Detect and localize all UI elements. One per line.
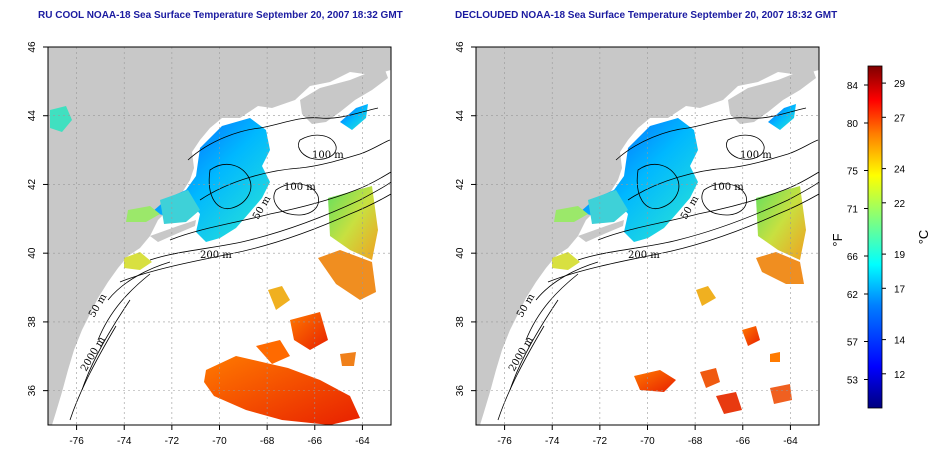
fahrenheit-tick-label: 80 xyxy=(847,119,859,130)
isobaths-left xyxy=(69,107,391,421)
celsius-tick-label: 24 xyxy=(894,165,906,176)
lat-tick-label: 42 xyxy=(27,178,38,190)
left-map-panel: 100 m 100 m 50 m 200 m 50 m 2000 m -76 -7… xyxy=(27,41,392,447)
lat-tick-label: 42 xyxy=(455,178,466,190)
fahrenheit-tick-label: 84 xyxy=(847,81,859,92)
lat-tick-label: 46 xyxy=(27,41,38,53)
lon-tick-label: -74 xyxy=(545,436,560,447)
lat-tick-label: 36 xyxy=(27,385,38,397)
lat-tick-label: 40 xyxy=(455,247,466,259)
celsius-tick-label: 22 xyxy=(894,199,906,210)
lon-tick-label: -76 xyxy=(497,436,512,447)
left-map-title: RU COOL NOAA-18 Sea Surface Temperature … xyxy=(38,10,403,21)
lon-tick-label: -66 xyxy=(736,436,751,447)
fahrenheit-tick-label: 71 xyxy=(847,205,859,216)
lat-tick-label: 38 xyxy=(27,316,38,328)
right-map-title: DECLOUDED NOAA-18 Sea Surface Temperatur… xyxy=(455,10,838,21)
long-island xyxy=(150,220,196,242)
long-island xyxy=(578,220,624,242)
isobaths-right xyxy=(497,107,819,421)
fahrenheit-tick-label: 62 xyxy=(847,290,859,301)
svg-text:100 m: 100 m xyxy=(284,182,316,193)
fahrenheit-tick-label: 75 xyxy=(847,167,859,178)
celsius-tick-label: 19 xyxy=(894,250,906,261)
lat-tick-label: 38 xyxy=(455,316,466,328)
lon-tick-label: -76 xyxy=(69,436,84,447)
lon-tick-label: -70 xyxy=(212,436,227,447)
fahrenheit-tick-label: 53 xyxy=(847,376,859,387)
right-map-panel: 100 m 100 m 50 m 200 m 50 m 2000 m -76 -7… xyxy=(455,41,820,447)
sst-data-patches-right xyxy=(552,104,806,414)
celsius-tick-label: 17 xyxy=(894,284,906,295)
lon-tick-label: -64 xyxy=(783,436,798,447)
lon-tick-label: -74 xyxy=(117,436,132,447)
svg-text:200 m: 200 m xyxy=(200,250,232,261)
celsius-tick-label: 14 xyxy=(894,336,906,347)
graticule-left xyxy=(48,46,391,425)
land-mass xyxy=(476,47,819,425)
fahrenheit-unit-label: °F xyxy=(830,233,845,246)
svg-text:100 m: 100 m xyxy=(740,150,772,161)
svg-text:100 m: 100 m xyxy=(312,150,344,161)
axis-ticks-left: -76 -74 -72 -70 -68 -66 -64 36 38 40 42 44 46 xyxy=(27,41,370,447)
fahrenheit-tick-label: 57 xyxy=(847,338,859,349)
svg-text:100 m: 100 m xyxy=(712,182,744,193)
lon-tick-label: -72 xyxy=(165,436,180,447)
lon-tick-label: -68 xyxy=(688,436,703,447)
svg-text:200 m: 200 m xyxy=(628,250,660,261)
lon-tick-label: -68 xyxy=(260,436,275,447)
fahrenheit-tick-label: 66 xyxy=(847,252,859,263)
lat-tick-label: 44 xyxy=(455,110,466,122)
lon-tick-label: -64 xyxy=(355,436,370,447)
nova-scotia xyxy=(728,70,816,124)
lat-tick-label: 40 xyxy=(27,247,38,259)
nova-scotia xyxy=(300,70,388,124)
land-mass xyxy=(48,47,391,425)
temperature-colorbar: 29 27 24 22 19 17 14 12 84 80 75 71 66 62 57 53 °F °C xyxy=(830,65,931,409)
lon-tick-label: -72 xyxy=(593,436,608,447)
celsius-tick-label: 29 xyxy=(894,79,906,90)
sst-data-patches-left xyxy=(50,104,378,425)
lat-tick-label: 44 xyxy=(27,110,38,122)
lat-tick-label: 36 xyxy=(455,385,466,397)
celsius-tick-label: 12 xyxy=(894,370,906,381)
celsius-tick-label: 27 xyxy=(894,113,906,124)
lat-tick-label: 46 xyxy=(455,41,466,53)
lon-tick-label: -70 xyxy=(640,436,655,447)
celsius-unit-label: °C xyxy=(916,230,931,245)
colorbar-gradient xyxy=(867,65,883,409)
lon-tick-label: -66 xyxy=(308,436,323,447)
axis-ticks-right: -76 -74 -72 -70 -68 -66 -64 36 38 40 42 44 46 xyxy=(455,41,798,447)
